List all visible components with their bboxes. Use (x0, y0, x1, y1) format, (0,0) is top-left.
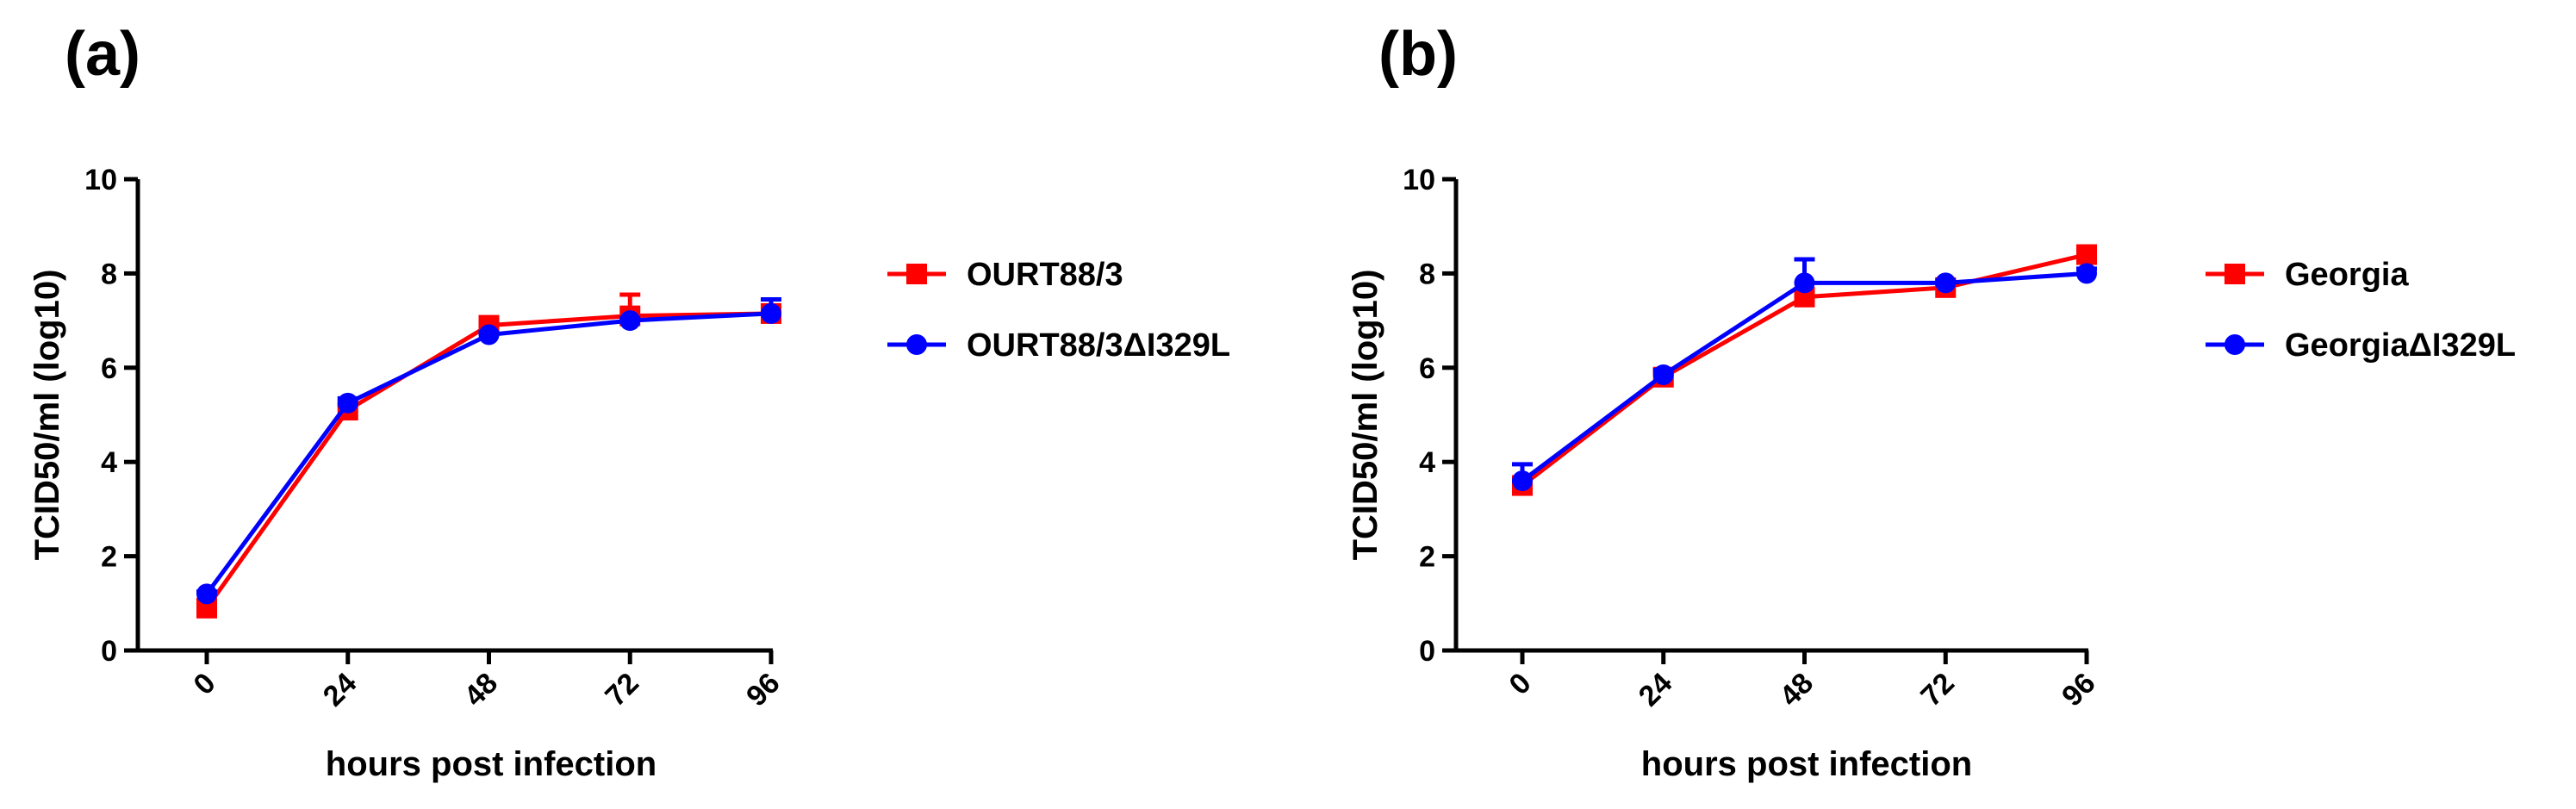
x-axis-label: hours post infection (326, 745, 656, 783)
y-tick-label: 6 (101, 352, 117, 385)
y-tick-label: 2 (1419, 541, 1435, 574)
y-tick-label: 6 (1419, 352, 1435, 385)
y-tick-label: 8 (101, 258, 117, 290)
x-tick-label: 96 (2056, 667, 2102, 713)
series-deletion (1512, 257, 2097, 492)
legend-label: GeorgiaΔI329L (2285, 327, 2516, 364)
x-tick-label: 48 (1774, 667, 1820, 713)
y-tick-label: 4 (101, 446, 117, 479)
series-deletion (196, 296, 781, 605)
legend-label: Georgia (2285, 257, 2409, 293)
legend-entry: OURT88/3 (887, 257, 1123, 293)
x-axis-label: hours post infection (1641, 745, 1972, 783)
series-line (204, 311, 772, 610)
y-tick-label: 0 (101, 635, 117, 668)
legend-marker-square (906, 264, 927, 284)
data-point-circle (196, 583, 217, 605)
legend-entry: OURT88/3ΔI329L (887, 327, 1230, 364)
x-tick-label: 24 (1633, 667, 1679, 713)
panel-a-label: (a) (65, 20, 140, 89)
data-point-circle (1652, 364, 1674, 386)
x-tick-label: 24 (317, 667, 364, 713)
y-tick-label: 2 (101, 541, 117, 574)
y-tick-label: 10 (84, 164, 117, 196)
legend-marker-circle (2224, 334, 2245, 355)
data-point-circle (478, 324, 500, 345)
panel-b-label: (b) (1378, 20, 1458, 89)
y-axis-label: TCID50/ml (log10) (1347, 270, 1384, 561)
legend-label: OURT88/3 (967, 257, 1123, 293)
x-tick-label: 48 (458, 667, 505, 713)
legend-label: OURT88/3ΔI329L (967, 327, 1230, 364)
data-point-circle (619, 310, 641, 332)
y-axis-label: TCID50/ml (log10) (28, 270, 66, 561)
x-tick-label: 72 (599, 667, 645, 713)
data-point-circle (1512, 470, 1533, 492)
legend-entry: Georgia (2206, 257, 2409, 293)
x-tick-label: 0 (187, 667, 221, 701)
data-point-square (2076, 244, 2097, 265)
y-tick-label: 4 (1419, 446, 1435, 479)
x-tick-label: 96 (740, 667, 787, 713)
x-tick-label: 0 (1503, 667, 1537, 701)
series-line (204, 311, 772, 595)
y-tick-label: 10 (1403, 164, 1435, 196)
legend-entry: GeorgiaΔI329L (2206, 327, 2516, 364)
data-point-circle (1935, 272, 1957, 294)
data-point-circle (2076, 263, 2097, 284)
data-point-circle (1794, 272, 1815, 294)
data-point-circle (337, 392, 358, 414)
x-tick-label: 72 (1914, 667, 1961, 713)
data-point-circle (761, 302, 781, 324)
y-tick-label: 0 (1419, 635, 1435, 668)
legend-marker-circle (906, 334, 927, 355)
legend-marker-square (2224, 264, 2245, 284)
y-tick-label: 8 (1419, 258, 1435, 290)
